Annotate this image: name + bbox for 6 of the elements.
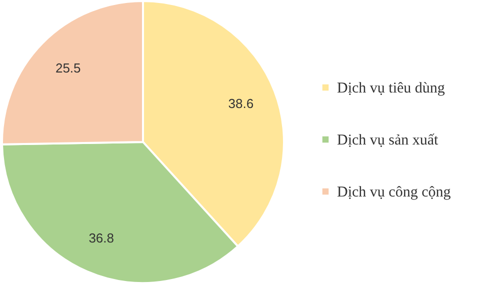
data-label: 36.8	[88, 230, 114, 246]
data-label: 25.5	[55, 60, 81, 76]
data-label: 38.6	[228, 96, 254, 112]
legend-label: Dịch vụ công cộng	[337, 184, 452, 200]
legend-label: Dịch vụ sản xuất	[337, 132, 440, 148]
legend-label: Dịch vụ tiêu dùng	[337, 80, 446, 96]
